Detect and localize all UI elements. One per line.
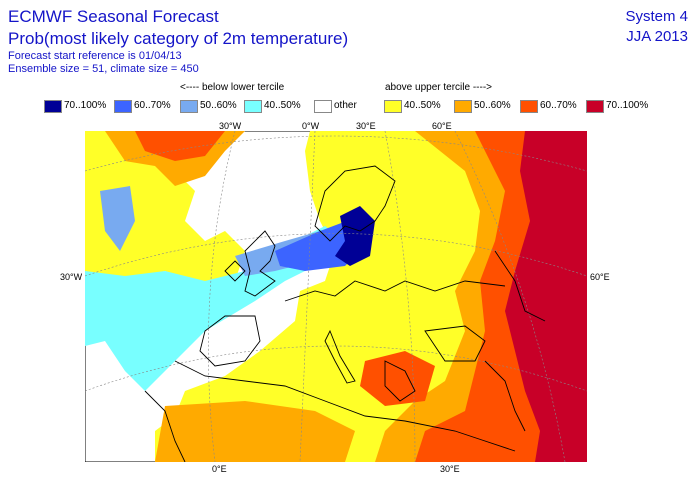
- axis-label-top: 0°W: [302, 121, 320, 131]
- season-label: JJA 2013: [626, 28, 688, 45]
- region-below-70: [335, 206, 375, 266]
- chart-subtitle: Prob(most likely category of 2m temperat…: [8, 29, 349, 48]
- forecast-start-ref: Forecast start reference is 01/04/13: [8, 50, 182, 62]
- region-above-60-west: [135, 131, 225, 161]
- legend-label: 50..60%: [474, 100, 511, 111]
- legend: 70..100% 60..70% 50..60% 40..50% other 40..50…: [44, 98, 664, 114]
- legend-swatch: [44, 100, 62, 113]
- legend-swatch: [114, 100, 132, 113]
- legend-swatch: [314, 100, 332, 113]
- ensemble-size: Ensemble size = 51, climate size = 450: [8, 63, 199, 75]
- legend-label: 60..70%: [540, 100, 577, 111]
- legend-label: other: [334, 100, 357, 111]
- legend-swatch: [244, 100, 262, 113]
- axis-label-top: 60°E: [432, 121, 452, 131]
- region-above-60-balkan: [360, 351, 435, 406]
- graticule: [85, 131, 587, 462]
- region-above-40-west: [85, 131, 245, 281]
- legend-swatch: [384, 100, 402, 113]
- legend-swatch: [520, 100, 538, 113]
- legend-label: 70..100%: [64, 100, 107, 111]
- map: [85, 131, 587, 462]
- legend-swatch: [180, 100, 198, 113]
- legend-label: 60..70%: [134, 100, 171, 111]
- axis-label-bottom: 0°E: [212, 464, 227, 474]
- region-above-50-south: [155, 401, 355, 462]
- legend-label: 70..100%: [606, 100, 649, 111]
- axis-label-left: 30°W: [60, 272, 83, 282]
- axis-label-top: 30°W: [219, 121, 242, 131]
- chart-title: ECMWF Seasonal Forecast: [8, 7, 219, 26]
- region-above-70: [505, 131, 587, 462]
- legend-below-heading: <---- below lower tercile: [180, 82, 285, 93]
- legend-label: 40..50%: [264, 100, 301, 111]
- axis-label-bottom: 30°E: [440, 464, 460, 474]
- system-label: System 4: [625, 8, 688, 25]
- axis-label-right: 60°E: [590, 272, 610, 282]
- legend-label: 50..60%: [200, 100, 237, 111]
- legend-label: 40..50%: [404, 100, 441, 111]
- region-below-50-atlantic: [100, 186, 135, 251]
- probability-map: [85, 131, 587, 462]
- axis-label-top: 30°E: [356, 121, 376, 131]
- legend-above-heading: above upper tercile ---->: [385, 82, 492, 93]
- coastlines: [144, 165, 546, 462]
- legend-swatch: [586, 100, 604, 113]
- legend-swatch: [454, 100, 472, 113]
